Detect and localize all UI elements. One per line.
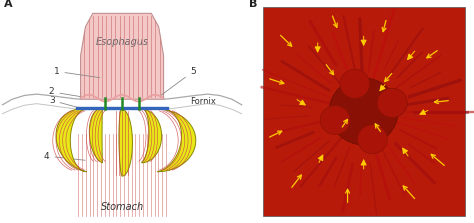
Circle shape bbox=[340, 69, 370, 98]
PathPatch shape bbox=[81, 13, 164, 99]
Circle shape bbox=[357, 125, 387, 154]
Text: 5: 5 bbox=[161, 67, 196, 95]
Circle shape bbox=[377, 89, 407, 118]
Text: 3: 3 bbox=[49, 96, 78, 107]
Polygon shape bbox=[119, 109, 132, 176]
Polygon shape bbox=[157, 109, 196, 172]
Polygon shape bbox=[89, 109, 102, 163]
Text: Stomach: Stomach bbox=[100, 202, 144, 212]
Circle shape bbox=[329, 78, 398, 145]
Text: Esophagus: Esophagus bbox=[95, 37, 149, 47]
FancyBboxPatch shape bbox=[263, 7, 465, 216]
Text: B: B bbox=[249, 0, 257, 9]
Text: 4: 4 bbox=[44, 152, 85, 161]
Circle shape bbox=[320, 105, 350, 134]
Circle shape bbox=[377, 89, 407, 118]
Text: 1: 1 bbox=[54, 67, 100, 78]
Polygon shape bbox=[56, 109, 87, 172]
Text: Fornix: Fornix bbox=[191, 97, 216, 106]
Polygon shape bbox=[142, 109, 162, 163]
Text: A: A bbox=[4, 0, 12, 9]
Text: 2: 2 bbox=[49, 87, 80, 97]
